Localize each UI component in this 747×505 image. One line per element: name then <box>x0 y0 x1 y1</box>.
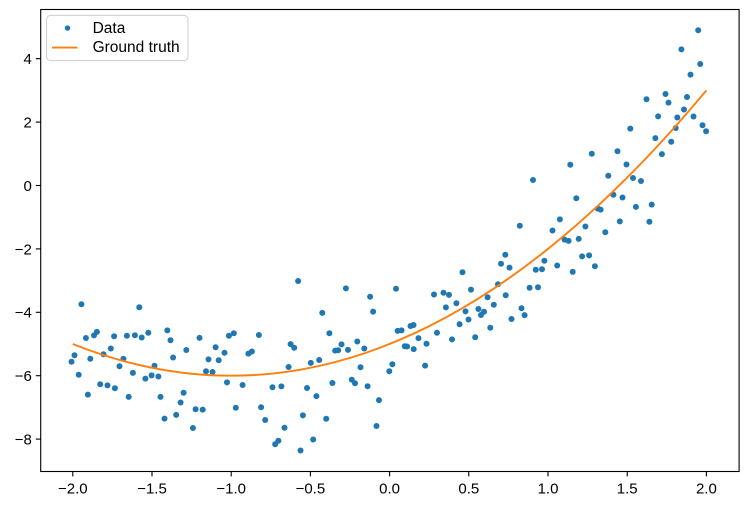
svg-text:2: 2 <box>23 115 31 132</box>
svg-text:−6: −6 <box>15 368 32 385</box>
svg-text:1.5: 1.5 <box>617 481 638 498</box>
svg-text:0.5: 0.5 <box>458 481 479 498</box>
svg-text:−0.5: −0.5 <box>296 481 326 498</box>
svg-text:0.0: 0.0 <box>379 481 400 498</box>
svg-text:−2.0: −2.0 <box>58 481 88 498</box>
svg-text:Ground truth: Ground truth <box>93 39 180 56</box>
svg-text:−1.5: −1.5 <box>137 481 167 498</box>
svg-text:−8: −8 <box>15 432 32 449</box>
svg-text:1.0: 1.0 <box>538 481 559 498</box>
svg-text:4: 4 <box>23 51 31 68</box>
svg-text:Data: Data <box>93 20 126 37</box>
svg-text:−4: −4 <box>15 305 32 322</box>
svg-text:2.0: 2.0 <box>696 481 717 498</box>
svg-text:−1.0: −1.0 <box>216 481 246 498</box>
svg-text:0: 0 <box>23 178 31 195</box>
svg-text:−2: −2 <box>15 241 32 258</box>
